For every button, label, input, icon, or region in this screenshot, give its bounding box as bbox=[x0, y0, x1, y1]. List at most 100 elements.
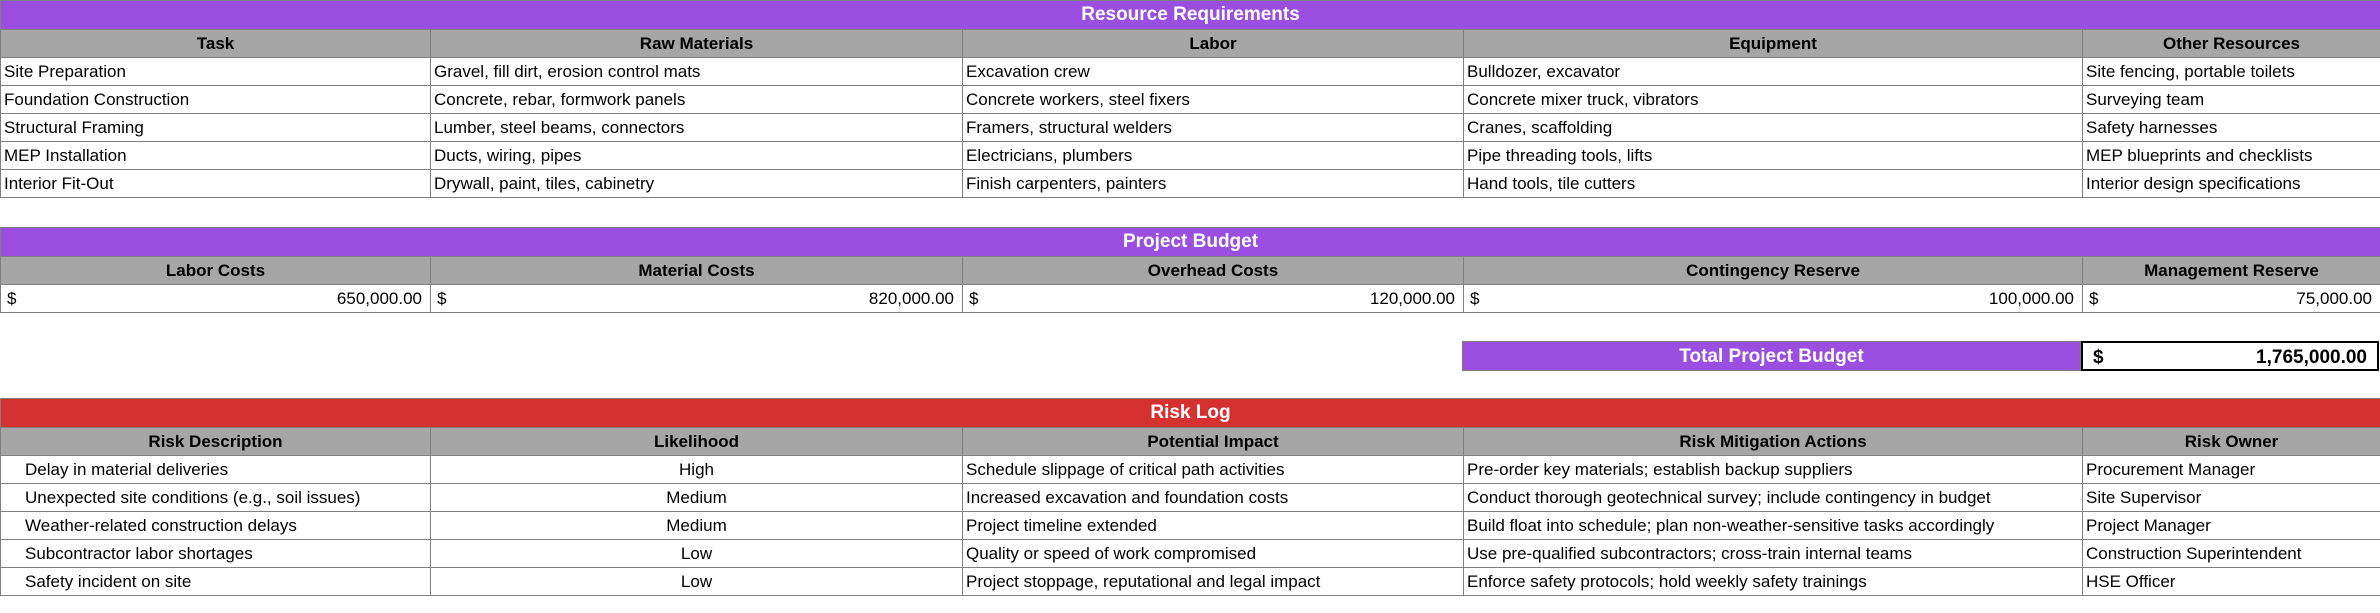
total-project-budget-label[interactable]: Total Project Budget bbox=[1462, 341, 2081, 371]
cell[interactable]: Enforce safety protocols; hold weekly sa… bbox=[1463, 567, 2083, 596]
cell[interactable]: Delay in material deliveries bbox=[0, 455, 431, 484]
header-management-reserve[interactable]: Management Reserve bbox=[2081, 256, 2380, 285]
risk-log-title[interactable]: Risk Log bbox=[0, 398, 2380, 428]
cell[interactable]: Safety incident on site bbox=[0, 567, 431, 596]
cell[interactable]: Schedule slippage of critical path activ… bbox=[962, 455, 1464, 484]
cell[interactable]: Interior Fit-Out bbox=[0, 169, 431, 198]
cell[interactable]: Hand tools, tile cutters bbox=[1463, 169, 2083, 198]
cell[interactable]: Lumber, steel beams, connectors bbox=[430, 113, 963, 142]
table-row: MEP Installation Ducts, wiring, pipes El… bbox=[0, 141, 2380, 170]
header-risk-mitigation-actions[interactable]: Risk Mitigation Actions bbox=[1463, 427, 2083, 456]
table-row: Delay in material deliveries High Schedu… bbox=[0, 455, 2380, 484]
cell[interactable]: Site fencing, portable toilets bbox=[2081, 57, 2380, 86]
header-other-resources[interactable]: Other Resources bbox=[2081, 29, 2380, 58]
cell[interactable]: Framers, structural welders bbox=[962, 113, 1464, 142]
cell[interactable]: Ducts, wiring, pipes bbox=[430, 141, 963, 170]
cell[interactable]: Structural Framing bbox=[0, 113, 431, 142]
project-budget-table: Project Budget Labor Costs Material Cost… bbox=[0, 227, 2380, 313]
risk-log-table: Risk Log Risk Description Likelihood Pot… bbox=[0, 398, 2380, 596]
cell[interactable]: Project timeline extended bbox=[962, 511, 1464, 540]
currency-symbol: $ bbox=[7, 289, 17, 308]
cell[interactable]: Site Supervisor bbox=[2081, 483, 2380, 512]
labor-costs-cell[interactable]: $650,000.00 bbox=[0, 284, 431, 313]
cell[interactable]: Build float into schedule; plan non-weat… bbox=[1463, 511, 2083, 540]
project-budget-title[interactable]: Project Budget bbox=[0, 227, 2380, 257]
cell[interactable]: HSE Officer bbox=[2081, 567, 2380, 596]
spacer-row bbox=[0, 313, 2380, 341]
cell[interactable]: Conduct thorough geotechnical survey; in… bbox=[1463, 483, 2083, 512]
cell[interactable]: Use pre-qualified subcontractors; cross-… bbox=[1463, 539, 2083, 568]
cell[interactable]: Gravel, fill dirt, erosion control mats bbox=[430, 57, 963, 86]
cell[interactable]: MEP Installation bbox=[0, 141, 431, 170]
header-labor-costs[interactable]: Labor Costs bbox=[0, 256, 431, 285]
cell[interactable]: Low bbox=[430, 539, 963, 568]
spacer-row bbox=[0, 371, 2380, 398]
table-row: Structural Framing Lumber, steel beams, … bbox=[0, 113, 2380, 142]
table-row: Foundation Construction Concrete, rebar,… bbox=[0, 85, 2380, 114]
cell[interactable]: Drywall, paint, tiles, cabinetry bbox=[430, 169, 963, 198]
header-risk-description[interactable]: Risk Description bbox=[0, 427, 431, 456]
cell[interactable]: Medium bbox=[430, 483, 963, 512]
cell[interactable]: Subcontractor labor shortages bbox=[0, 539, 431, 568]
cell[interactable]: Unexpected site conditions (e.g., soil i… bbox=[0, 483, 431, 512]
cell[interactable]: Finish carpenters, painters bbox=[962, 169, 1464, 198]
header-task[interactable]: Task bbox=[0, 29, 431, 58]
table-row: Subcontractor labor shortages Low Qualit… bbox=[0, 539, 2380, 568]
header-contingency-reserve[interactable]: Contingency Reserve bbox=[1463, 256, 2083, 285]
cell[interactable]: Pipe threading tools, lifts bbox=[1463, 141, 2083, 170]
currency-symbol: $ bbox=[1470, 289, 1480, 308]
cell[interactable]: Quality or speed of work compromised bbox=[962, 539, 1464, 568]
table-row: Interior Fit-Out Drywall, paint, tiles, … bbox=[0, 169, 2380, 198]
table-row: Safety incident on site Low Project stop… bbox=[0, 567, 2380, 596]
cell[interactable]: MEP blueprints and checklists bbox=[2081, 141, 2380, 170]
header-equipment[interactable]: Equipment bbox=[1463, 29, 2083, 58]
spreadsheet: Resource Requirements Task Raw Materials… bbox=[0, 0, 2380, 596]
cell[interactable]: Procurement Manager bbox=[2081, 455, 2380, 484]
currency-symbol: $ bbox=[2089, 289, 2099, 308]
cell[interactable]: Excavation crew bbox=[962, 57, 1464, 86]
resource-requirements-title[interactable]: Resource Requirements bbox=[0, 0, 2380, 30]
overhead-costs-cell[interactable]: $120,000.00 bbox=[962, 284, 1464, 313]
material-costs-cell[interactable]: $820,000.00 bbox=[430, 284, 963, 313]
header-raw-materials[interactable]: Raw Materials bbox=[430, 29, 963, 58]
header-overhead-costs[interactable]: Overhead Costs bbox=[962, 256, 1464, 285]
cell[interactable]: Project stoppage, reputational and legal… bbox=[962, 567, 1464, 596]
amount: 120,000.00 bbox=[1369, 289, 1455, 308]
amount: 100,000.00 bbox=[1988, 289, 2074, 308]
cell[interactable]: Site Preparation bbox=[0, 57, 431, 86]
cell[interactable]: High bbox=[430, 455, 963, 484]
spacer-row bbox=[0, 198, 2380, 227]
total-project-budget-row: Total Project Budget $ 1,765,000.00 bbox=[0, 341, 2380, 371]
cell[interactable]: Electricians, plumbers bbox=[962, 141, 1464, 170]
total-project-budget-value[interactable]: $ 1,765,000.00 bbox=[2081, 341, 2379, 371]
cell[interactable]: Project Manager bbox=[2081, 511, 2380, 540]
header-potential-impact[interactable]: Potential Impact bbox=[962, 427, 1464, 456]
currency-symbol: $ bbox=[437, 289, 447, 308]
amount: 650,000.00 bbox=[336, 289, 422, 308]
budget-values-row: $650,000.00 $820,000.00 $120,000.00 $100… bbox=[0, 284, 2380, 313]
cell[interactable]: Foundation Construction bbox=[0, 85, 431, 114]
cell[interactable]: Medium bbox=[430, 511, 963, 540]
currency-symbol: $ bbox=[969, 289, 979, 308]
cell[interactable]: Cranes, scaffolding bbox=[1463, 113, 2083, 142]
header-risk-owner[interactable]: Risk Owner bbox=[2081, 427, 2380, 456]
cell[interactable]: Weather-related construction delays bbox=[0, 511, 431, 540]
header-likelihood[interactable]: Likelihood bbox=[430, 427, 963, 456]
cell[interactable]: Safety harnesses bbox=[2081, 113, 2380, 142]
cell[interactable]: Surveying team bbox=[2081, 85, 2380, 114]
table-row: Site Preparation Gravel, fill dirt, eros… bbox=[0, 57, 2380, 86]
cell[interactable]: Pre-order key materials; establish backu… bbox=[1463, 455, 2083, 484]
table-row: Weather-related construction delays Medi… bbox=[0, 511, 2380, 540]
cell[interactable]: Low bbox=[430, 567, 963, 596]
cell[interactable]: Concrete mixer truck, vibrators bbox=[1463, 85, 2083, 114]
management-reserve-cell[interactable]: $75,000.00 bbox=[2081, 284, 2380, 313]
cell[interactable]: Bulldozer, excavator bbox=[1463, 57, 2083, 86]
cell[interactable]: Concrete workers, steel fixers bbox=[962, 85, 1464, 114]
cell[interactable]: Increased excavation and foundation cost… bbox=[962, 483, 1464, 512]
header-material-costs[interactable]: Material Costs bbox=[430, 256, 963, 285]
contingency-reserve-cell[interactable]: $100,000.00 bbox=[1463, 284, 2083, 313]
cell[interactable]: Concrete, rebar, formwork panels bbox=[430, 85, 963, 114]
header-labor[interactable]: Labor bbox=[962, 29, 1464, 58]
cell[interactable]: Interior design specifications bbox=[2081, 169, 2380, 198]
cell[interactable]: Construction Superintendent bbox=[2081, 539, 2380, 568]
